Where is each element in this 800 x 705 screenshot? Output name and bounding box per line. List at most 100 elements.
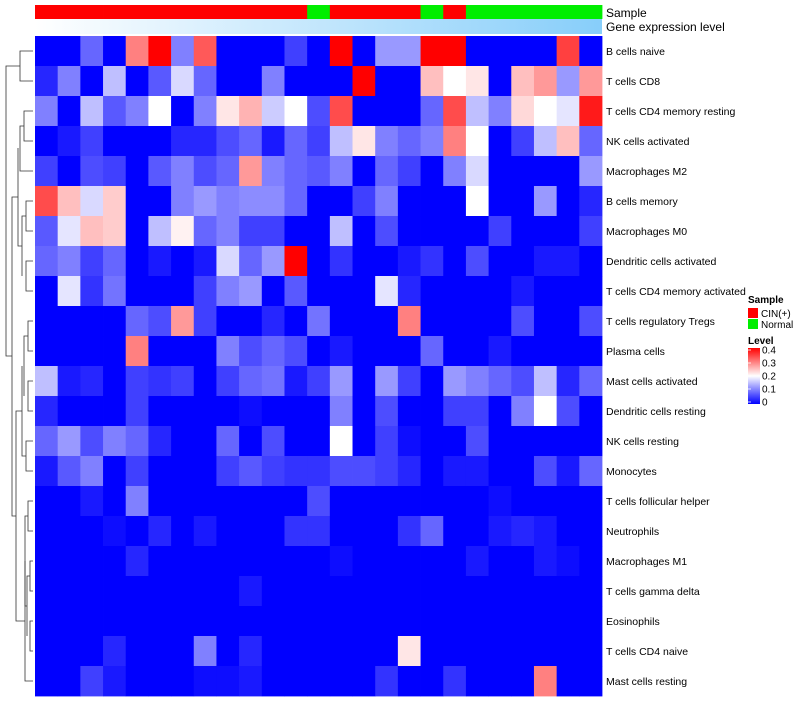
- dendrogram-branch: [29, 620, 33, 652]
- heatmap-cell: [80, 306, 104, 337]
- heatmap-cell: [171, 156, 195, 187]
- heatmap-cell: [443, 306, 467, 337]
- heatmap-cell: [35, 306, 59, 337]
- heatmap-cell: [216, 306, 240, 337]
- heatmap-cell: [375, 216, 399, 247]
- heatmap-cell: [103, 96, 127, 127]
- heatmap-cell: [148, 276, 172, 307]
- heatmap-cell: [171, 276, 195, 307]
- legend-sample-title: Sample: [748, 295, 784, 306]
- heatmap-cell: [420, 486, 444, 517]
- heatmap-cell: [352, 66, 376, 97]
- heatmap-cell: [397, 96, 421, 127]
- heatmap-cell: [148, 456, 172, 487]
- heatmap-cell: [103, 66, 127, 97]
- heatmap-cell: [420, 396, 444, 427]
- heatmap-cell: [193, 606, 217, 637]
- heatmap-cell: [216, 156, 240, 187]
- heatmap-cell: [261, 66, 285, 97]
- heatmap-cell: [57, 576, 81, 607]
- heatmap-cell: [171, 126, 195, 157]
- heatmap-cell: [329, 36, 353, 67]
- heatmap-cell: [307, 66, 331, 97]
- heatmap-cell: [511, 516, 535, 547]
- heatmap-cell: [103, 396, 127, 427]
- heatmap-cell: [193, 666, 217, 697]
- sample-annotation-cell: [488, 5, 512, 19]
- dendrogram-branch: [25, 440, 33, 472]
- heatmap-cell: [261, 516, 285, 547]
- heatmap-cell: [125, 66, 149, 97]
- dendrogram-branch: [19, 125, 33, 172]
- heatmap-cell: [556, 606, 580, 637]
- row-label: T cells CD4 memory activated: [606, 286, 746, 298]
- heatmap-cell: [511, 366, 535, 397]
- heatmap-cell: [284, 96, 308, 127]
- dendrogram-branch: [23, 110, 33, 142]
- heatmap-cell: [57, 186, 81, 217]
- heatmap-cell: [420, 126, 444, 157]
- heatmap-cell: [443, 126, 467, 157]
- heatmap-cell: [239, 486, 263, 517]
- heatmap-cell: [397, 186, 421, 217]
- heatmap-cell: [216, 546, 240, 577]
- heatmap-cell: [397, 66, 421, 97]
- heatmap-cell: [556, 66, 580, 97]
- heatmap-cell: [80, 426, 104, 457]
- heatmap-cell: [488, 576, 512, 607]
- heatmap-cell: [375, 606, 399, 637]
- heatmap-cell: [511, 96, 535, 127]
- heatmap-cell: [103, 36, 127, 67]
- heatmap-cell: [57, 126, 81, 157]
- heatmap-cell: [352, 156, 376, 187]
- heatmap-cell: [57, 366, 81, 397]
- heatmap-cell: [284, 66, 308, 97]
- heatmap-cell: [148, 126, 172, 157]
- heatmap-cell: [420, 246, 444, 277]
- heatmap-cell: [556, 666, 580, 697]
- heatmap-cell: [556, 576, 580, 607]
- heatmap-cell: [443, 366, 467, 397]
- heatmap-cell: [352, 636, 376, 667]
- heatmap-cell: [329, 396, 353, 427]
- heatmap-cell: [375, 486, 399, 517]
- heatmap-cell: [465, 276, 489, 307]
- heatmap-cell: [171, 246, 195, 277]
- heatmap-cell: [35, 156, 59, 187]
- heatmap-cell: [511, 126, 535, 157]
- sample-annotation-cell: [125, 5, 149, 19]
- heatmap-cell: [352, 306, 376, 337]
- heatmap-cell: [397, 126, 421, 157]
- heatmap-cell: [239, 606, 263, 637]
- heatmap-cell: [80, 396, 104, 427]
- legend-label-cin: CIN(+): [761, 309, 791, 320]
- heatmap-cell: [556, 276, 580, 307]
- sample-annotation-cell: [579, 5, 603, 19]
- heatmap-cell: [488, 666, 512, 697]
- heatmap-cell: [511, 156, 535, 187]
- heatmap-cell: [556, 426, 580, 457]
- heatmap-cell: [375, 126, 399, 157]
- sample-annotation-cell: [397, 5, 421, 19]
- heatmap-cell: [465, 576, 489, 607]
- heatmap-cell: [329, 66, 353, 97]
- heatmap-cell: [420, 276, 444, 307]
- heatmap-cell: [148, 66, 172, 97]
- row-label: Neutrophils: [606, 526, 659, 538]
- heatmap-cell: [443, 216, 467, 247]
- heatmap-cell: [579, 546, 603, 577]
- heatmap-cell: [216, 396, 240, 427]
- heatmap-cell: [488, 606, 512, 637]
- heatmap-cell: [80, 216, 104, 247]
- heatmap-cell: [171, 306, 195, 337]
- heatmap-cell: [533, 666, 558, 697]
- heatmap-cell: [307, 636, 331, 667]
- heatmap-cell: [148, 306, 172, 337]
- sample-annotation-cell: [80, 5, 104, 19]
- heatmap-cell: [171, 426, 195, 457]
- heatmap-cell: [103, 216, 127, 247]
- heatmap-cell: [556, 126, 580, 157]
- heatmap-cell: [533, 216, 558, 247]
- heatmap-cell: [443, 186, 467, 217]
- heatmap-cell: [556, 486, 580, 517]
